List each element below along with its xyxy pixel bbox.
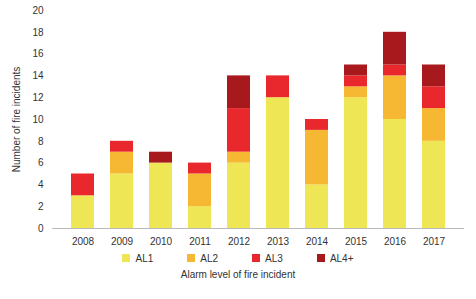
- svg-text:20: 20: [32, 5, 44, 16]
- svg-text:4: 4: [38, 179, 44, 190]
- svg-text:2008: 2008: [72, 236, 95, 247]
- svg-text:8: 8: [38, 136, 44, 147]
- svg-text:2013: 2013: [267, 236, 290, 247]
- svg-text:2012: 2012: [228, 236, 251, 247]
- svg-text:2016: 2016: [384, 236, 407, 247]
- svg-text:2: 2: [38, 201, 44, 212]
- html-text:AL2: AL2: [200, 252, 219, 264]
- svg-text:Number of fire incidents: Number of fire incidents: [11, 67, 22, 173]
- html-text:AL4+: AL4+: [329, 252, 354, 264]
- svg-text:2011: 2011: [189, 236, 211, 247]
- svg-text:2010: 2010: [150, 236, 173, 247]
- svg-text:0: 0: [38, 223, 44, 234]
- svg-text:12: 12: [32, 92, 44, 103]
- html-text:AL3: AL3: [265, 252, 283, 264]
- svg-text:10: 10: [32, 114, 44, 125]
- svg-text:16: 16: [32, 48, 44, 59]
- svg-text:2017: 2017: [423, 236, 446, 247]
- svg-text:2015: 2015: [345, 236, 368, 247]
- svg-text:18: 18: [32, 27, 44, 38]
- svg-text:6: 6: [38, 157, 44, 168]
- svg-text:2009: 2009: [111, 236, 134, 247]
- html-text:AL1: AL1: [135, 252, 154, 264]
- html-text:Alarm level of fire incident: Alarm level of fire incident: [180, 269, 296, 280]
- svg-text:2014: 2014: [306, 236, 329, 247]
- svg-text:14: 14: [32, 70, 44, 81]
